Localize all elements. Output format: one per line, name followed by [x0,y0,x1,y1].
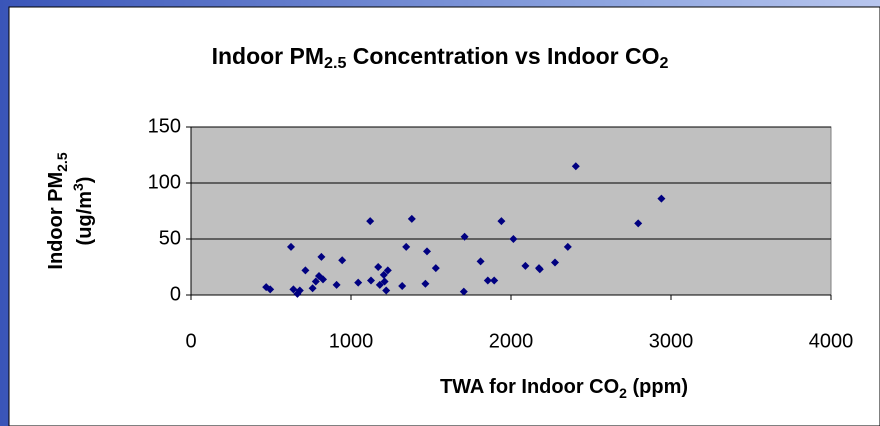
point [287,242,295,251]
point [374,263,383,271]
point [476,257,485,266]
point [509,235,518,243]
y-tick-label: 100 [148,171,181,193]
point [398,282,407,291]
point [295,286,304,295]
x-tick-label: 0 [185,330,196,352]
point [521,261,530,270]
point [421,279,430,288]
point [459,287,468,296]
point [367,276,375,285]
x-tick-label: 2000 [489,330,534,352]
point [407,214,416,223]
point [311,277,320,286]
point [657,194,666,203]
point [338,256,347,265]
y-axis-label: (ug/m3) [70,177,97,246]
point [383,266,392,275]
y-axis-label: Indoor PM2.5 [45,152,69,269]
point [490,276,499,285]
x-tick-label: 3000 [649,330,694,352]
point [366,217,375,226]
point [483,276,492,285]
point [266,285,275,294]
point [497,217,506,226]
point [308,284,317,293]
point [634,219,643,228]
x-tick-label: 1000 [329,330,374,352]
y-tick-label: 50 [159,227,181,249]
point [354,278,363,287]
point [402,242,411,251]
point [317,252,326,261]
point [289,285,298,294]
x-axis-label: TWA for Indoor CO2 (ppm) [440,376,688,400]
point [319,275,327,284]
point [423,247,431,256]
point [375,280,384,289]
point [301,266,310,275]
point [379,270,388,279]
point [460,232,469,241]
point [382,286,391,295]
point [332,280,341,289]
chart-title: Indoor PM2.5 Concentration vs Indoor CO2 [212,43,669,72]
y-tick-label: 150 [148,115,181,137]
point [571,162,580,171]
point [551,258,559,267]
point [380,277,389,286]
point [535,265,544,274]
y-tick-label: 0 [170,283,181,305]
x-tick-label: 4000 [809,330,854,352]
point [563,242,572,251]
plot-area [190,126,832,296]
point [431,264,440,273]
